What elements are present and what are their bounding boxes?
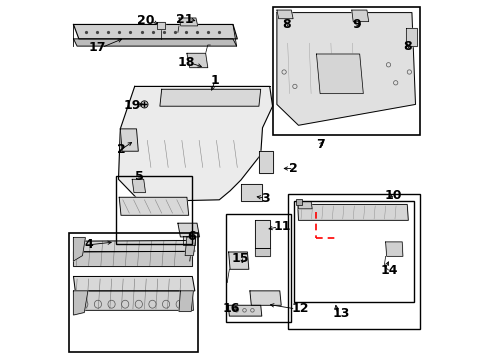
Polygon shape <box>385 242 402 256</box>
Text: 19: 19 <box>123 99 141 112</box>
Polygon shape <box>241 184 261 201</box>
Text: 1: 1 <box>210 75 219 87</box>
Bar <box>226 214 290 322</box>
Polygon shape <box>297 202 311 209</box>
Polygon shape <box>73 238 85 261</box>
Circle shape <box>141 101 148 108</box>
Polygon shape <box>73 291 88 315</box>
Polygon shape <box>258 151 272 173</box>
Polygon shape <box>351 10 368 22</box>
Text: 17: 17 <box>88 41 106 54</box>
Polygon shape <box>73 240 194 252</box>
Bar <box>69 233 198 352</box>
Polygon shape <box>73 24 237 39</box>
Polygon shape <box>228 305 261 316</box>
Text: 13: 13 <box>332 307 350 320</box>
Bar <box>272 7 419 135</box>
Polygon shape <box>276 13 415 125</box>
Polygon shape <box>254 220 270 248</box>
Text: 2: 2 <box>117 143 125 156</box>
Bar <box>293 201 413 302</box>
Polygon shape <box>132 179 145 193</box>
Polygon shape <box>228 252 248 269</box>
Text: 21: 21 <box>176 13 193 26</box>
Text: 8: 8 <box>282 18 290 31</box>
Text: 2: 2 <box>289 162 298 175</box>
Polygon shape <box>276 10 292 19</box>
Polygon shape <box>73 39 236 46</box>
Bar <box>288 194 419 329</box>
Text: 20: 20 <box>137 14 154 27</box>
Polygon shape <box>297 204 407 220</box>
Text: 15: 15 <box>231 252 248 265</box>
Polygon shape <box>179 291 193 311</box>
Polygon shape <box>178 223 199 237</box>
Bar <box>116 176 191 244</box>
Text: 4: 4 <box>84 238 93 251</box>
Text: 3: 3 <box>260 192 269 204</box>
Polygon shape <box>249 291 281 305</box>
Text: 5: 5 <box>135 170 143 183</box>
Text: 8: 8 <box>402 40 411 53</box>
Text: 10: 10 <box>384 189 402 202</box>
Polygon shape <box>186 53 207 68</box>
Polygon shape <box>73 251 192 266</box>
Text: 9: 9 <box>352 18 360 31</box>
Polygon shape <box>254 248 270 256</box>
Text: 6: 6 <box>186 230 195 243</box>
Polygon shape <box>179 18 197 26</box>
Polygon shape <box>73 291 193 310</box>
Polygon shape <box>160 89 260 106</box>
Polygon shape <box>405 28 416 46</box>
Text: 11: 11 <box>273 220 291 233</box>
Polygon shape <box>316 54 363 94</box>
Polygon shape <box>157 22 164 29</box>
Polygon shape <box>120 129 138 151</box>
Text: 16: 16 <box>223 302 240 315</box>
Polygon shape <box>118 86 272 202</box>
Polygon shape <box>73 276 194 291</box>
Polygon shape <box>185 237 196 256</box>
Text: 12: 12 <box>291 302 308 315</box>
Polygon shape <box>183 236 194 245</box>
Text: 14: 14 <box>380 264 397 276</box>
Text: 7: 7 <box>316 138 325 151</box>
Text: 18: 18 <box>177 57 194 69</box>
Polygon shape <box>119 197 188 215</box>
